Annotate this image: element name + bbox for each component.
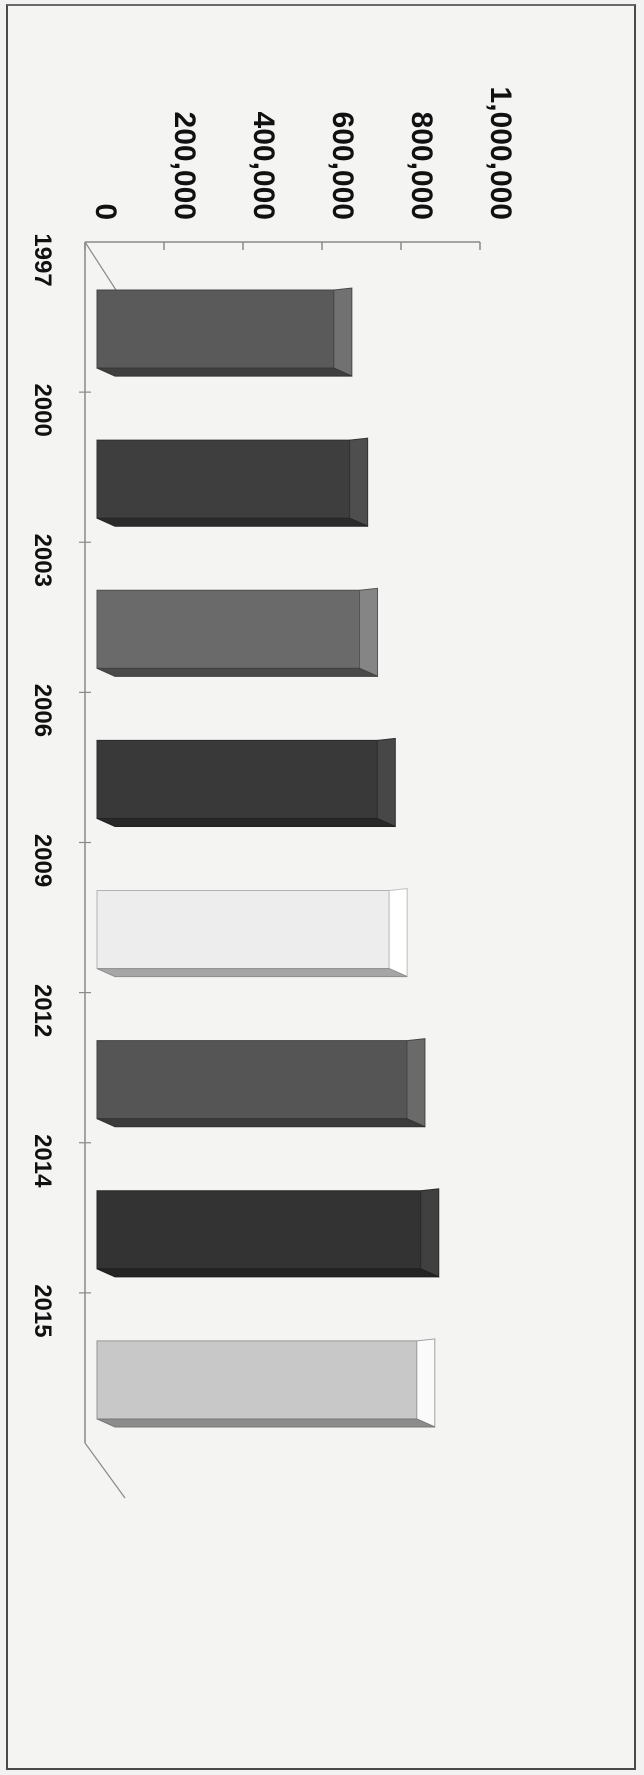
bars bbox=[96, 287, 440, 1428]
axes bbox=[79, 241, 481, 1499]
bar-end bbox=[406, 1038, 426, 1128]
bar-end bbox=[376, 737, 396, 828]
bar-1997 bbox=[96, 287, 353, 377]
bar-front bbox=[96, 1340, 418, 1420]
bar-side bbox=[96, 667, 378, 677]
bar-side bbox=[96, 968, 408, 978]
bar-end bbox=[349, 437, 369, 527]
bar-front bbox=[96, 1190, 422, 1270]
bar-end bbox=[333, 287, 353, 377]
bar-front bbox=[96, 589, 361, 669]
bar-2000 bbox=[96, 437, 369, 527]
labels: 0 200,000 400,000 600,000 800,000 1,000,000 19… bbox=[29, 87, 517, 1338]
bar-side bbox=[96, 817, 396, 827]
value-tick-label: 0 bbox=[89, 203, 122, 220]
category-label: 2014 bbox=[29, 1134, 56, 1188]
category-label: 2015 bbox=[29, 1284, 56, 1337]
bar-front bbox=[96, 289, 335, 369]
category-label: 2003 bbox=[29, 534, 56, 587]
bar-end bbox=[359, 587, 379, 678]
bar-side bbox=[96, 1118, 426, 1128]
value-tick-label: 800,000 bbox=[405, 112, 438, 220]
category-label: 2000 bbox=[29, 383, 56, 436]
bar-side bbox=[96, 367, 353, 377]
chart-frame: 0 200,000 400,000 600,000 800,000 1,000,000 19… bbox=[6, 4, 636, 1770]
bar-end bbox=[388, 887, 408, 978]
category-label: 2006 bbox=[29, 684, 56, 737]
category-label: 2009 bbox=[29, 834, 56, 887]
bar-2012 bbox=[96, 1038, 426, 1128]
bar-front bbox=[96, 1040, 408, 1120]
category-label: 2012 bbox=[29, 984, 56, 1037]
value-tick-label: 400,000 bbox=[247, 112, 280, 220]
bar-2006 bbox=[96, 737, 396, 828]
value-tick-label: 600,000 bbox=[326, 112, 359, 220]
bar-side bbox=[96, 1418, 436, 1428]
bar-2014 bbox=[96, 1188, 440, 1278]
bar-2003 bbox=[96, 587, 379, 678]
category-label: 1997 bbox=[29, 233, 56, 286]
floor-edge bbox=[84, 1442, 126, 1499]
bar-2009 bbox=[96, 887, 408, 978]
value-tick-label: 200,000 bbox=[168, 112, 201, 220]
bar-2015 bbox=[96, 1338, 436, 1428]
bar-side bbox=[96, 1268, 439, 1278]
bar-side bbox=[96, 517, 368, 527]
bar-end bbox=[420, 1188, 440, 1278]
bar-chart: 0 200,000 400,000 600,000 800,000 1,000,000 19… bbox=[29, 87, 517, 1499]
bar-front bbox=[96, 890, 390, 970]
bar-front bbox=[96, 439, 351, 519]
bar-end bbox=[416, 1338, 436, 1428]
value-tick-label: 1,000,000 bbox=[484, 87, 517, 220]
bar-front bbox=[96, 739, 378, 819]
